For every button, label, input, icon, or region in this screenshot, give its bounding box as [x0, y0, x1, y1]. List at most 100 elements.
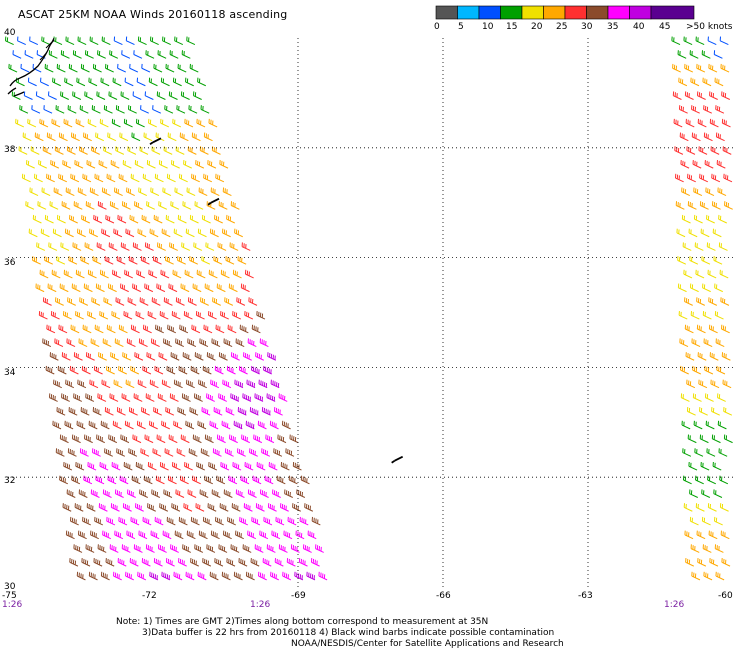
wind-barb-0-530	[289, 434, 299, 444]
wind-barb-1-117	[711, 407, 720, 416]
wind-barb-0-676	[85, 544, 95, 553]
wind-barb-1-6	[689, 50, 699, 59]
wind-barb-0-523	[204, 434, 214, 444]
west-swath	[4, 36, 328, 581]
wind-barb-0-436	[89, 379, 99, 389]
wind-barb-0-27	[145, 50, 155, 59]
wind-barb-0-609	[272, 489, 281, 498]
wind-barb-0-392	[235, 338, 245, 347]
wind-barb-1-93	[708, 324, 718, 334]
wind-barb-0-545	[224, 448, 234, 457]
wind-barb-1-71	[677, 256, 687, 265]
wind-barb-0-268	[44, 256, 54, 265]
wind-barb-1-114	[717, 393, 726, 402]
wind-barb-0-287	[63, 269, 73, 279]
wind-barb-0-192	[186, 187, 196, 197]
wind-barb-1-152	[690, 544, 700, 553]
wind-barb-0-723	[149, 571, 159, 581]
wind-barb-0-721	[125, 571, 134, 581]
wind-barb-0-560	[171, 461, 181, 471]
wind-barb-0-478	[128, 407, 138, 416]
lat-label-30: 30	[4, 582, 16, 592]
wind-barb-0-596	[114, 489, 124, 498]
wind-barb-1-80	[689, 283, 699, 293]
wind-barb-0-106	[148, 118, 157, 128]
wind-barb-0-439	[125, 379, 135, 389]
wind-barb-0-339	[38, 310, 48, 320]
wind-barb-0-72	[120, 91, 130, 100]
wind-barb-0-80	[31, 105, 41, 114]
wind-barb-0-150	[86, 160, 96, 169]
wind-barb-0-209	[182, 201, 192, 210]
wind-barb-1-137	[719, 475, 729, 485]
wind-barb-0-409	[218, 352, 228, 361]
wind-barb-1-48	[711, 173, 721, 183]
wind-barb-0-116	[70, 132, 80, 142]
wind-barb-0-10	[125, 36, 135, 46]
wind-barb-0-266	[241, 242, 251, 251]
wind-barb-0-729	[221, 571, 231, 581]
wind-barb-0-599	[151, 489, 161, 498]
wind-barb-0-346	[123, 310, 133, 320]
wind-barb-1-131	[688, 461, 698, 471]
wind-barb-0-617	[122, 503, 132, 512]
wind-barb-0-728	[209, 571, 219, 581]
wind-barb-0-43	[153, 63, 163, 73]
wind-barb-0-359	[58, 324, 68, 334]
wind-barb-0-332	[175, 297, 185, 306]
wind-barb-0-486	[225, 407, 235, 416]
wind-barb-0-583	[204, 475, 213, 485]
wind-barb-0-680	[133, 544, 143, 553]
wind-barb-0-219	[93, 214, 103, 224]
wind-barb-0-429	[226, 365, 236, 375]
wind-barb-0-373	[227, 324, 237, 334]
wind-barb-0-462	[169, 393, 179, 402]
wind-barb-0-610	[284, 489, 293, 498]
wind-barb-1-4	[719, 36, 729, 46]
wind-barb-1-3	[707, 36, 717, 46]
wind-barb-1-50	[681, 187, 691, 197]
wind-barb-0-17	[24, 50, 34, 59]
wind-barb-0-343	[87, 310, 97, 320]
wind-barb-1-7	[701, 50, 711, 59]
wind-barb-0-291	[112, 269, 121, 279]
wind-barb-0-168	[94, 173, 104, 183]
wind-barb-0-668	[235, 530, 244, 540]
wind-barb-1-34	[703, 132, 713, 142]
wind-barb-0-706	[190, 558, 199, 567]
wind-barb-1-45	[674, 173, 684, 183]
wind-barb-1-78	[719, 269, 729, 279]
wind-barb-1-126	[723, 434, 733, 444]
wind-barb-1-148	[684, 530, 694, 540]
wind-barb-1-14	[678, 77, 688, 87]
wind-barb-0-595	[102, 489, 112, 498]
wind-barb-1-64	[688, 228, 698, 238]
wind-barb-0-703	[153, 558, 163, 567]
wind-barb-0-480	[153, 407, 162, 416]
wind-barb-0-187	[126, 187, 135, 197]
lat-label-34: 34	[4, 368, 16, 378]
wind-barb-1-157	[709, 558, 719, 567]
wind-barb-0-118	[95, 132, 104, 142]
wind-barb-0-264	[217, 242, 227, 251]
wind-barb-0-7	[89, 36, 99, 46]
wind-barb-0-626	[231, 503, 241, 512]
wind-barb-0-128	[18, 146, 28, 155]
wind-barb-0-223	[141, 214, 151, 224]
wind-barb-0-640	[154, 516, 164, 526]
wind-barb-0-110	[196, 118, 206, 128]
wind-barb-0-208	[170, 201, 180, 210]
wind-barb-0-477	[116, 407, 126, 416]
wind-barb-0-712	[262, 558, 272, 567]
wind-barb-0-273	[104, 256, 114, 265]
wind-barb-0-667	[222, 530, 232, 540]
wind-barb-0-171	[130, 173, 140, 183]
wind-barb-0-334	[200, 297, 209, 306]
wind-barb-0-362	[94, 324, 104, 334]
wind-barb-0-267	[32, 256, 41, 265]
wind-barb-0-465	[206, 393, 215, 402]
wind-barb-0-604	[211, 489, 221, 498]
wind-barb-1-128	[694, 448, 704, 457]
wind-barb-0-235	[77, 228, 86, 238]
wind-barb-0-470	[266, 393, 276, 402]
